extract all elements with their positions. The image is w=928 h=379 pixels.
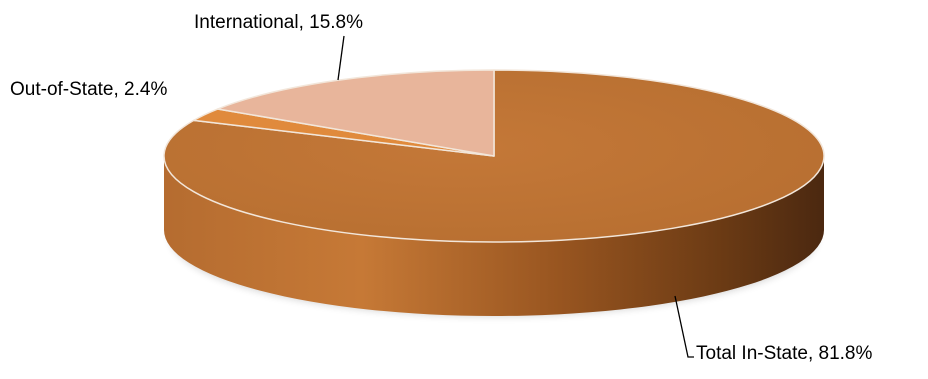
label-layer: Total In-State, 81.8% Out-of-State, 2.4% I… bbox=[10, 12, 872, 364]
pie-layer bbox=[163, 69, 825, 316]
leader-line-international bbox=[337, 35, 345, 81]
data-label-out-of-state: Out-of-State, 2.4% bbox=[10, 79, 167, 100]
data-label-international: International, 15.8% bbox=[194, 12, 363, 33]
leader-line-total-in-state bbox=[674, 295, 694, 358]
pie-side-wall bbox=[164, 156, 824, 316]
pie-slice-international bbox=[216, 69, 495, 157]
data-label-total-in-state: Total In-State, 81.8% bbox=[696, 343, 872, 364]
